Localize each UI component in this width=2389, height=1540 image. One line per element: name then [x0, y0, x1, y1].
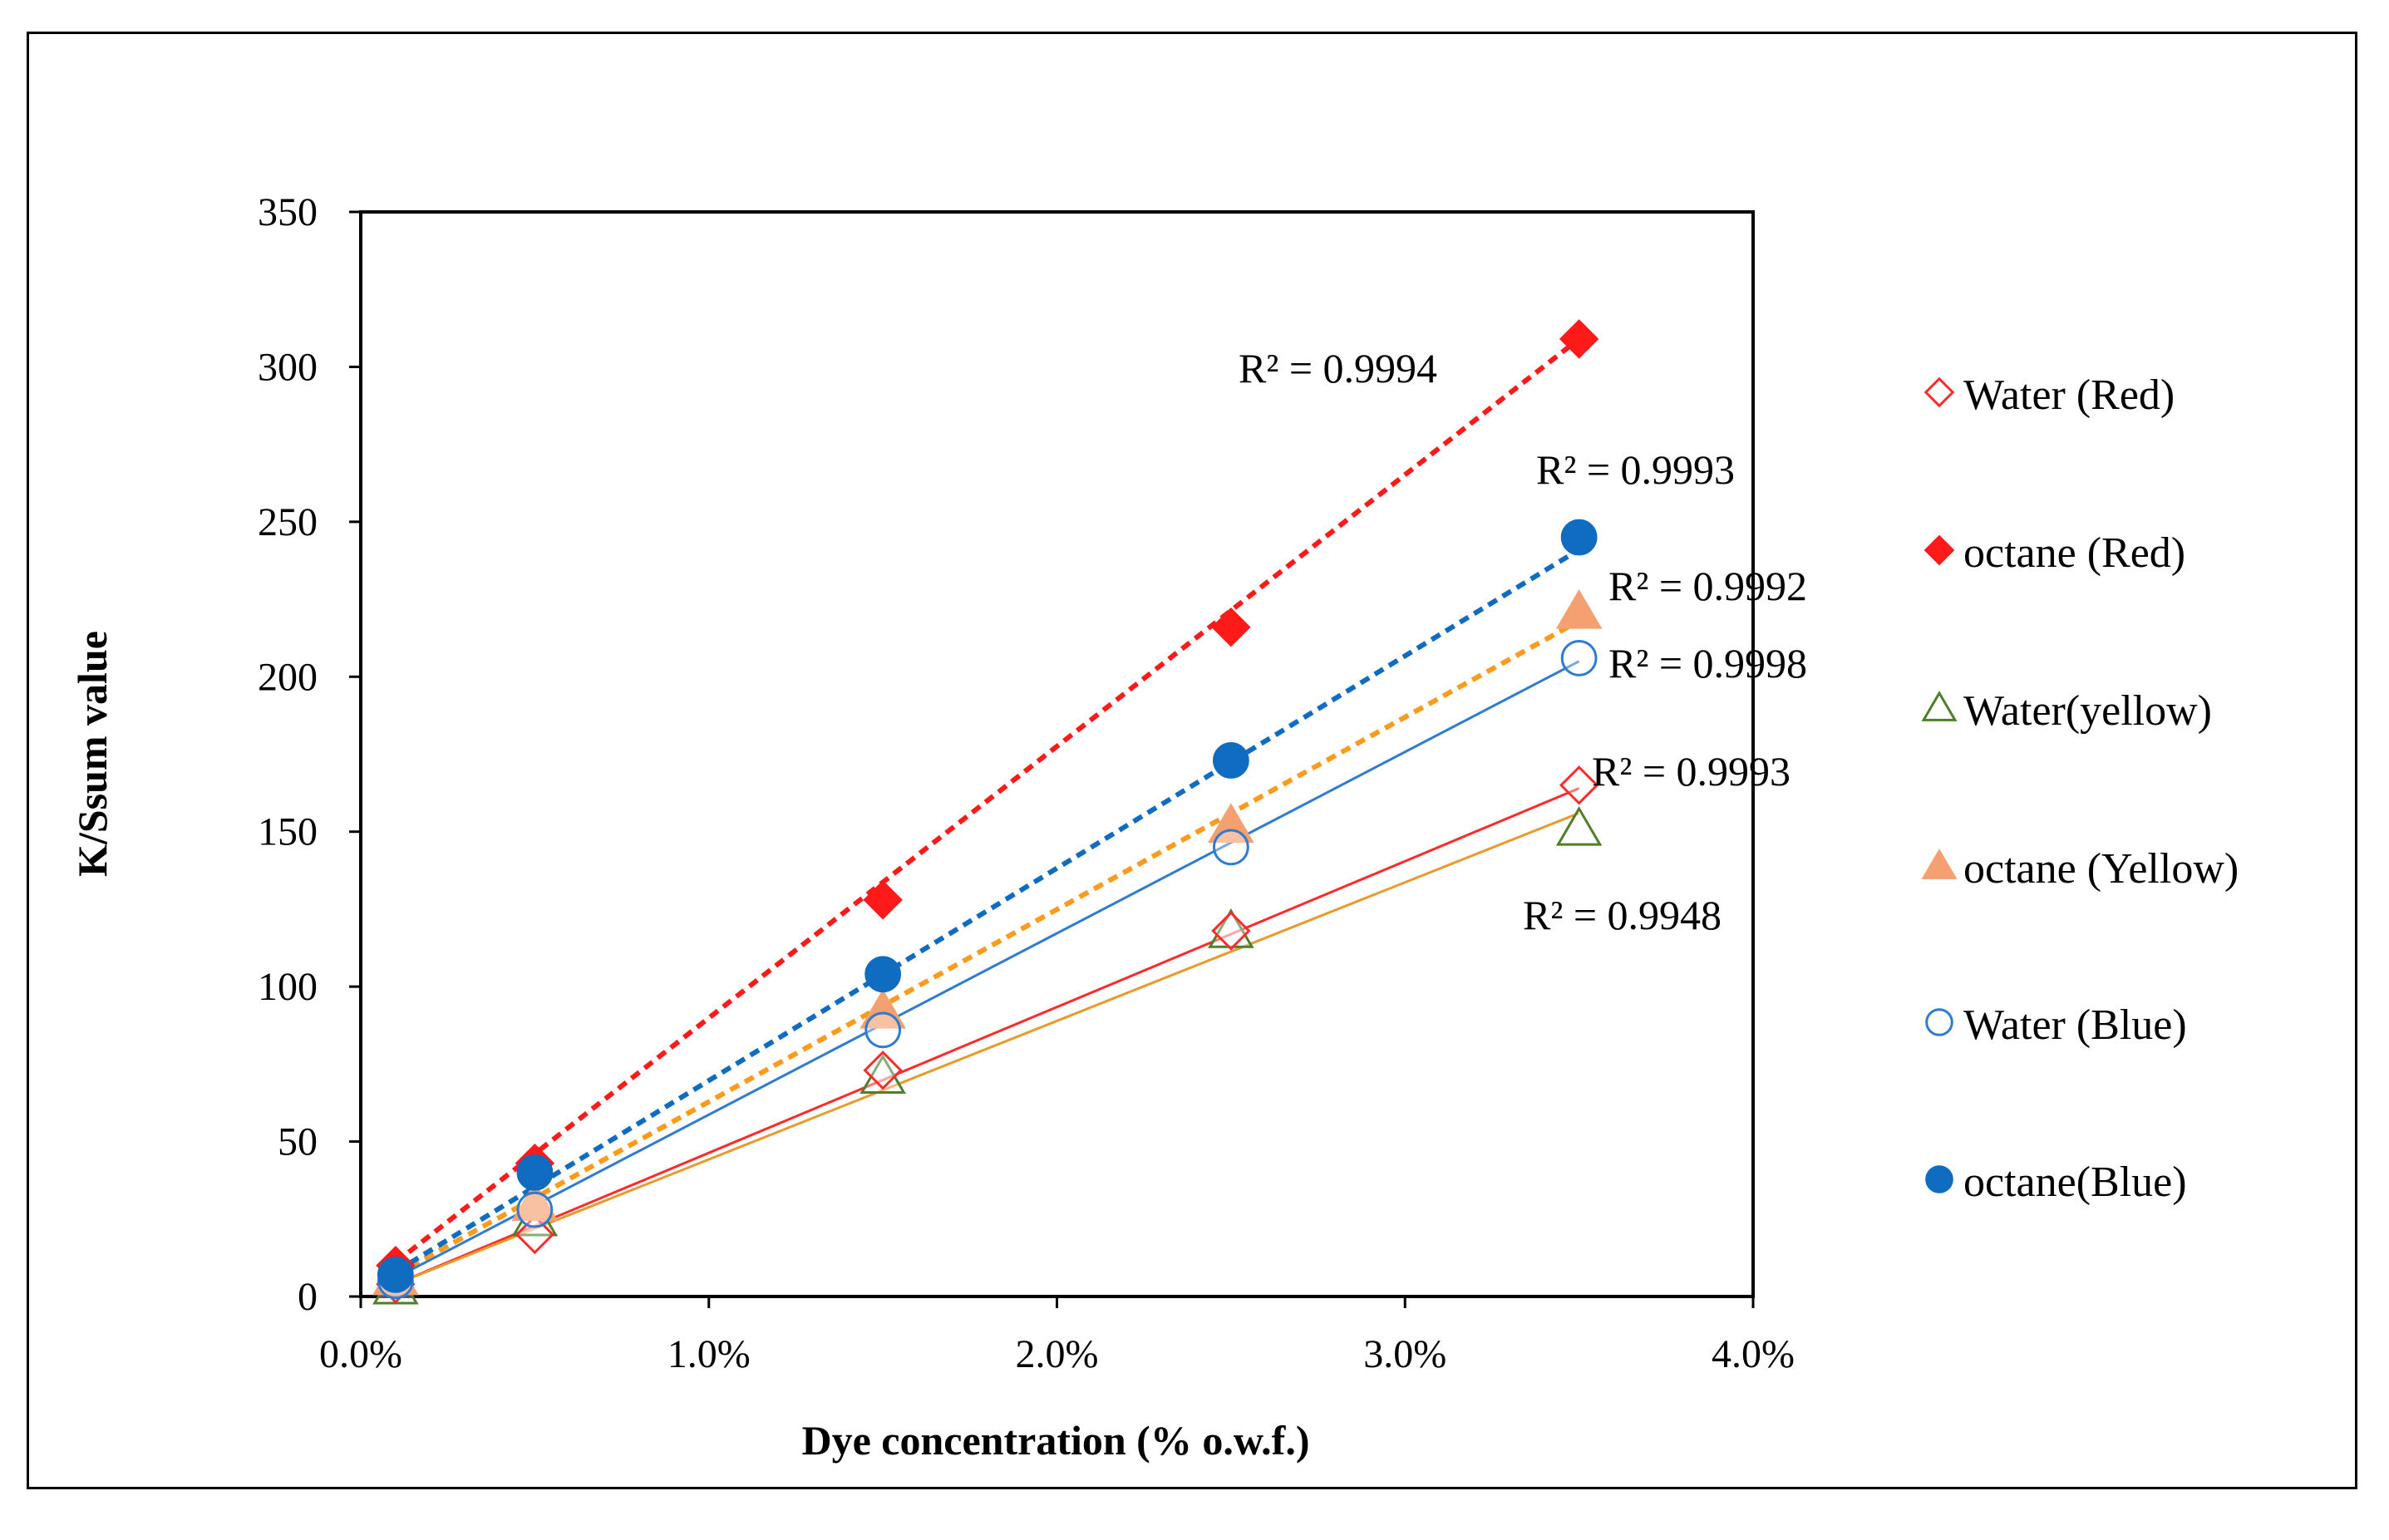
legend-item: octane(Blue)	[1925, 1159, 2187, 1206]
data-point	[863, 880, 903, 920]
r2-labels: R² = 0.9993 R² = 0.9994 R² = 0.9948 R² = 0.…	[1239, 345, 1807, 938]
plot-border	[359, 210, 1755, 1298]
legend-marker	[1921, 849, 1958, 879]
legend-label: octane (Yellow)	[1963, 845, 2239, 893]
legend-item: Water(yellow)	[1921, 687, 2212, 735]
x-tick-label: 3.0%	[1363, 1332, 1446, 1376]
r2-label: R² = 0.9993	[1592, 748, 1791, 795]
data-markers	[372, 319, 1603, 1305]
x-tick-label: 2.0%	[1016, 1332, 1099, 1376]
legend-item: octane (Red)	[1924, 529, 2185, 577]
legend-item: octane (Yellow)	[1921, 845, 2239, 893]
data-point	[1560, 519, 1598, 556]
x-tick-label: 0.0%	[319, 1332, 402, 1376]
y-tick-label: 100	[258, 965, 318, 1009]
trend-line	[394, 618, 1581, 1277]
r2-label: R² = 0.9998	[1608, 640, 1807, 686]
chart-frame	[27, 32, 2357, 1489]
data-point	[516, 1191, 554, 1228]
data-point	[1559, 319, 1599, 359]
plot-area	[359, 210, 1755, 1298]
legend-label: octane (Red)	[1963, 529, 2185, 577]
data-point	[864, 1011, 902, 1049]
legend-label: Water(yellow)	[1963, 687, 2212, 735]
data-point	[1212, 742, 1249, 779]
y-axis-title: K/Ssum value	[69, 631, 116, 877]
data-point	[860, 988, 906, 1029]
trend-lines	[394, 337, 1581, 1286]
trend-line	[395, 811, 1580, 1286]
x-tick-label: 1.0%	[667, 1332, 751, 1376]
trend-line	[394, 547, 1581, 1274]
trend-line	[395, 660, 1580, 1279]
data-point	[1560, 640, 1598, 677]
r2-label: R² = 0.9993	[1536, 446, 1735, 493]
legend-label: octane(Blue)	[1963, 1159, 2187, 1206]
y-tick-label: 0	[298, 1275, 318, 1319]
r2-label: R² = 0.9992	[1608, 563, 1807, 609]
y-tick-label: 300	[258, 345, 318, 389]
legend-label: Water (Red)	[1963, 371, 2175, 419]
legend-marker	[1924, 534, 1955, 566]
trend-line	[394, 337, 1581, 1265]
legend: Water (Red) octane (Red) Water(yellow) octa…	[1921, 371, 2239, 1206]
data-point	[864, 956, 902, 993]
data-point	[377, 1257, 414, 1293]
data-point	[863, 1050, 903, 1090]
data-point	[1212, 829, 1249, 866]
y-tick-label: 250	[258, 500, 318, 544]
r2-label: R² = 0.9948	[1523, 892, 1722, 938]
legend-item: Water (Red)	[1924, 371, 2175, 419]
y-tick-label: 50	[278, 1120, 318, 1164]
y-tick-label: 200	[258, 655, 318, 699]
legend-item: Water (Blue)	[1925, 1001, 2187, 1049]
data-point	[1559, 765, 1599, 805]
legend-label: Water (Blue)	[1963, 1001, 2187, 1049]
x-tick-label: 4.0%	[1712, 1332, 1795, 1376]
data-point	[1555, 806, 1603, 846]
legend-marker	[1925, 1165, 1953, 1193]
data-point	[516, 1154, 554, 1191]
data-point	[1211, 607, 1251, 647]
y-tick-label: 150	[258, 810, 318, 854]
x-axis-title: Dye concentration (% o.w.f.)	[802, 1417, 1310, 1464]
legend-marker	[1924, 376, 1955, 408]
data-point	[860, 1054, 906, 1094]
legend-marker	[1925, 1008, 1953, 1036]
data-point	[1555, 589, 1603, 629]
y-axis-ticks: 0 50 100 150 200 250 300 350	[258, 190, 361, 1319]
legend-marker	[1921, 691, 1958, 721]
x-axis-ticks: 0.0% 1.0% 2.0% 3.0% 4.0%	[319, 1296, 1795, 1376]
data-point	[511, 1181, 559, 1221]
trend-line	[395, 787, 1580, 1286]
y-tick-label: 350	[258, 190, 318, 234]
r2-label: R² = 0.9994	[1239, 345, 1437, 391]
data-point	[1211, 911, 1251, 951]
